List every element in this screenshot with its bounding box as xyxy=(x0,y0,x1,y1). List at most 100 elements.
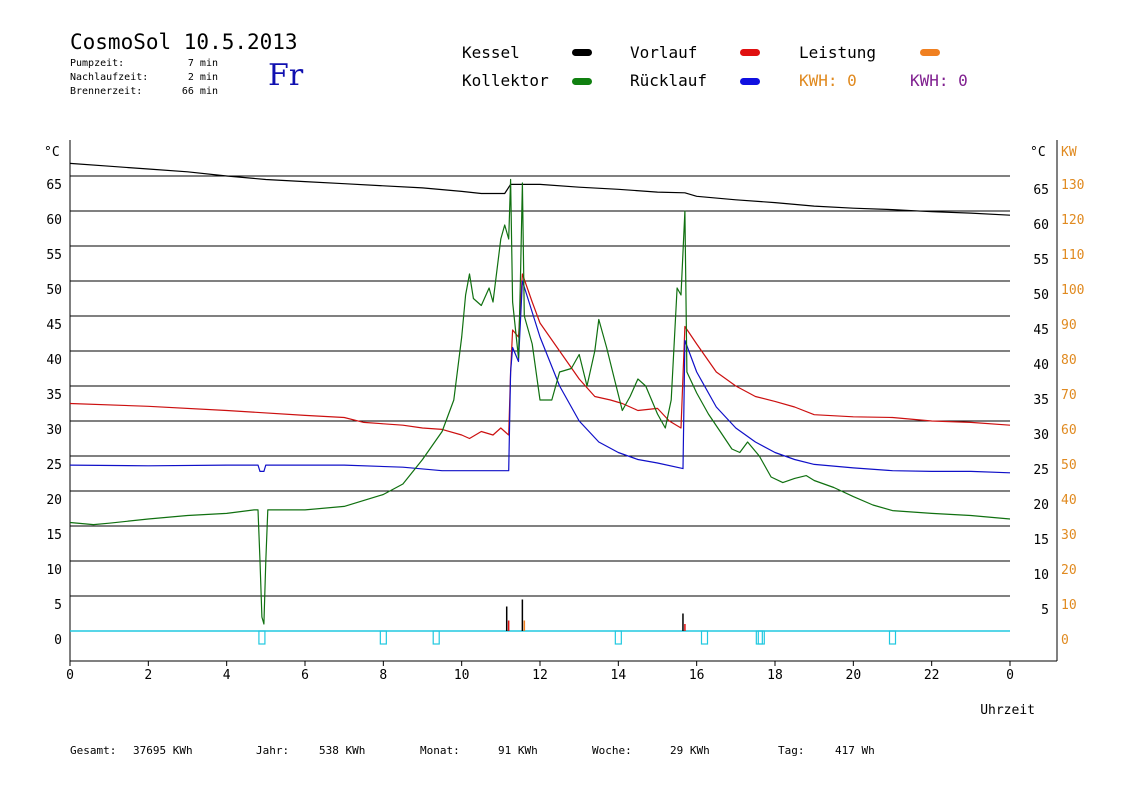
x-tick-3: 6 xyxy=(301,668,309,683)
kwh-leistung: KWH: 0 xyxy=(799,71,857,90)
y-tick-left-50: 50 xyxy=(46,283,62,298)
y-tick-left-0: 0 xyxy=(54,633,62,648)
pump-mark-7 xyxy=(888,630,897,645)
x-tick-8: 16 xyxy=(689,668,705,683)
pump-mark-4 xyxy=(700,630,709,645)
y2-tick-0: 0 xyxy=(1061,633,1069,648)
info-pumpzeit-value: 7 min xyxy=(187,58,218,69)
footer-woche-value: 29 KWh xyxy=(670,744,710,757)
x-tick-10: 20 xyxy=(846,668,862,683)
legend-swatch-kollektor xyxy=(572,78,592,85)
y-tick-left-45: 45 xyxy=(46,318,62,333)
y-tick-right-30: 30 xyxy=(1033,428,1049,443)
kwh-second: KWH: 0 xyxy=(910,71,968,90)
weekday-label: Fr xyxy=(268,58,304,93)
footer-gesamt-label: Gesamt: xyxy=(70,744,117,757)
x-tick-7: 14 xyxy=(611,668,627,683)
x-tick-2: 4 xyxy=(223,668,231,683)
y-tick-right-60: 60 xyxy=(1033,218,1049,233)
x-axis-label: Uhrzeit xyxy=(980,703,1035,718)
y-tick-left-10: 10 xyxy=(46,563,62,578)
legend-label-leistung: Leistung xyxy=(799,43,877,62)
footer-tag-label: Tag: xyxy=(778,744,805,757)
info-nachlaufzeit-label: Nachlaufzeit: xyxy=(70,72,149,83)
y-unit-left: °C xyxy=(44,145,60,160)
legend-swatch-kessel xyxy=(572,49,592,56)
legend-label-ruecklauf: Rücklauf xyxy=(630,71,708,90)
y2-tick-70: 70 xyxy=(1061,388,1077,403)
info-nachlaufzeit-value: 2 min xyxy=(187,72,218,83)
y-tick-right-55: 55 xyxy=(1033,253,1049,268)
legend-swatch-leistung xyxy=(920,49,940,56)
y-tick-right-10: 10 xyxy=(1033,568,1049,583)
y-tick-left-20: 20 xyxy=(46,493,62,508)
info-pumpzeit-label: Pumpzeit: xyxy=(70,58,125,69)
y-tick-right-20: 20 xyxy=(1033,498,1049,513)
y-tick-right-65: 65 xyxy=(1033,183,1049,198)
pump-mark-1 xyxy=(379,630,387,645)
info-brennerzeit-value: 66 min xyxy=(181,86,218,97)
x-tick-5: 10 xyxy=(454,668,470,683)
y-tick-left-25: 25 xyxy=(46,458,62,473)
footer-monat-label: Monat: xyxy=(420,744,460,757)
pump-mark-3 xyxy=(614,630,622,645)
legend-label-vorlauf: Vorlauf xyxy=(630,43,698,62)
x-tick-0: 0 xyxy=(66,668,74,683)
series-line-ruecklauf xyxy=(69,280,1011,474)
y-tick-right-35: 35 xyxy=(1033,393,1049,408)
y-unit-right: °C xyxy=(1030,145,1046,160)
y-tick-left-55: 55 xyxy=(46,248,62,263)
x-tick-9: 18 xyxy=(767,668,783,683)
legend-label-kollektor: Kollektor xyxy=(462,71,549,90)
series-line-vorlauf xyxy=(69,273,1011,440)
legend-swatch-ruecklauf xyxy=(740,78,760,85)
y-tick-right-25: 25 xyxy=(1033,463,1049,478)
y-tick-left-60: 60 xyxy=(46,213,62,228)
y2-tick-120: 120 xyxy=(1061,213,1084,228)
y2-tick-90: 90 xyxy=(1061,318,1077,333)
series-line-kessel xyxy=(69,162,1011,216)
y-tick-left-5: 5 xyxy=(54,598,62,613)
chart-title: CosmoSol 10.5.2013 xyxy=(70,30,298,54)
footer-jahr-value: 538 KWh xyxy=(319,744,366,757)
y2-unit: KW xyxy=(1061,145,1077,160)
y2-tick-100: 100 xyxy=(1061,283,1084,298)
y2-tick-30: 30 xyxy=(1061,528,1077,543)
y-tick-right-40: 40 xyxy=(1033,358,1049,373)
info-brennerzeit-label: Brennerzeit: xyxy=(70,86,143,97)
x-tick-6: 12 xyxy=(532,668,548,683)
pump-mark-5 xyxy=(755,630,763,645)
y2-tick-40: 40 xyxy=(1061,493,1077,508)
footer-monat-value: 91 KWh xyxy=(498,744,538,757)
y2-tick-10: 10 xyxy=(1061,598,1077,613)
y2-tick-60: 60 xyxy=(1061,423,1077,438)
y-tick-right-50: 50 xyxy=(1033,288,1049,303)
y2-tick-110: 110 xyxy=(1061,248,1084,263)
pump-mark-2 xyxy=(432,630,440,645)
pump-mark-0 xyxy=(258,630,266,645)
y2-tick-80: 80 xyxy=(1061,353,1077,368)
footer-tag-value: 417 Wh xyxy=(835,744,875,757)
y2-tick-20: 20 xyxy=(1061,563,1077,578)
y-tick-left-65: 65 xyxy=(46,178,62,193)
x-tick-11: 22 xyxy=(924,668,940,683)
y-tick-left-40: 40 xyxy=(46,353,62,368)
y2-tick-50: 50 xyxy=(1061,458,1077,473)
pump-mark-6 xyxy=(757,630,765,645)
x-tick-1: 2 xyxy=(144,668,152,683)
series-line-kollektor xyxy=(69,178,1011,625)
footer-gesamt-value: 37695 KWh xyxy=(133,744,193,757)
y-tick-right-5: 5 xyxy=(1041,603,1049,618)
legend-label-kessel: Kessel xyxy=(462,43,520,62)
footer-jahr-label: Jahr: xyxy=(256,744,290,757)
x-tick-4: 8 xyxy=(379,668,387,683)
y-tick-left-30: 30 xyxy=(46,423,62,438)
y-tick-left-35: 35 xyxy=(46,388,62,403)
y2-tick-130: 130 xyxy=(1061,178,1084,193)
y-tick-right-15: 15 xyxy=(1033,533,1049,548)
y-tick-left-15: 15 xyxy=(46,528,62,543)
x-tick-12: 0 xyxy=(1006,668,1014,683)
legend-swatch-vorlauf xyxy=(740,49,760,56)
footer-woche-label: Woche: xyxy=(592,744,632,757)
